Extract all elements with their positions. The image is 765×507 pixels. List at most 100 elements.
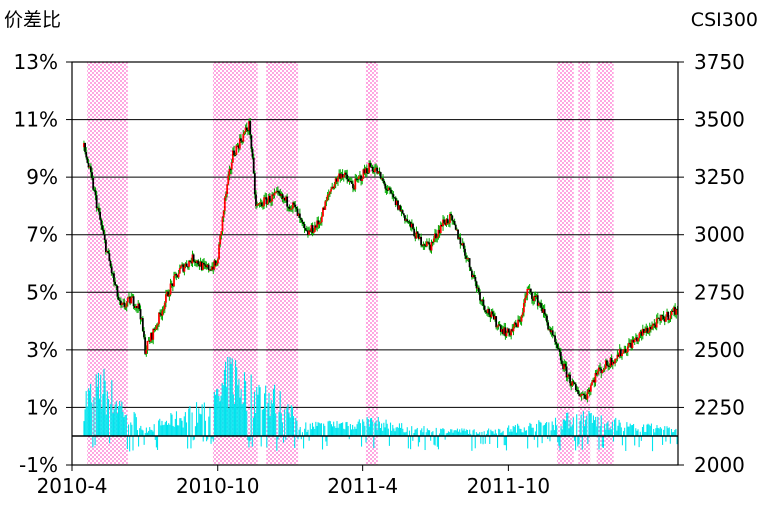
candle-483 — [640, 329, 643, 341]
candle-460 — [614, 358, 616, 367]
candle-184 — [295, 206, 298, 212]
candle-390 — [533, 291, 536, 305]
candle-286 — [413, 227, 416, 237]
candle-56 — [147, 337, 150, 342]
candle-505 — [666, 308, 668, 317]
candle-321 — [453, 218, 456, 226]
shaded-period-2 — [266, 62, 299, 465]
candle-115 — [215, 260, 218, 267]
right-tick-label: 2000 — [694, 453, 745, 477]
candle-14 — [99, 207, 102, 221]
candle-392 — [535, 293, 538, 300]
candle-112 — [212, 261, 215, 275]
candle-43 — [132, 294, 135, 310]
candle-240 — [360, 174, 362, 186]
candle-228 — [346, 169, 349, 184]
candle-457 — [610, 354, 613, 368]
candle-465 — [619, 347, 622, 359]
right-tick-label: 3500 — [694, 108, 745, 132]
candle-335 — [469, 266, 472, 272]
candle-497 — [656, 312, 659, 324]
candle-368 — [507, 328, 510, 337]
left-tick-label: 5% — [26, 280, 58, 304]
candle-190 — [302, 221, 305, 228]
candle-209 — [324, 200, 327, 210]
candle-72 — [166, 289, 168, 297]
candle-490 — [648, 322, 651, 336]
candle-226 — [343, 170, 346, 177]
candle-430 — [579, 393, 582, 397]
candle-189 — [301, 218, 304, 227]
candle-235 — [354, 173, 357, 192]
candle-324 — [457, 229, 459, 241]
candle-11 — [95, 191, 98, 212]
candle-222 — [339, 169, 342, 183]
candle-176 — [286, 193, 289, 212]
candle-443 — [594, 370, 597, 387]
candle-446 — [598, 365, 600, 375]
candle-488 — [646, 325, 649, 334]
candle-100 — [198, 261, 201, 270]
candle-248 — [369, 160, 372, 168]
candle-41 — [130, 292, 133, 304]
candle-456 — [609, 357, 612, 369]
candle-504 — [664, 314, 667, 322]
candle-194 — [307, 227, 309, 238]
candle-141 — [245, 122, 248, 132]
candle-271 — [395, 198, 398, 206]
candle-421 — [569, 371, 571, 387]
candle-197 — [310, 223, 313, 235]
candle-108 — [207, 262, 210, 273]
candle-499 — [659, 314, 662, 325]
candle-33 — [121, 302, 123, 308]
candle-343 — [479, 289, 481, 304]
x-tick-label: 2011-4 — [327, 474, 398, 498]
candle-125 — [227, 171, 230, 186]
candle-280 — [406, 214, 409, 224]
candle-134 — [237, 143, 240, 153]
candle-291 — [419, 236, 421, 239]
left-tick-label: 11% — [14, 108, 58, 132]
candle-403 — [548, 325, 551, 331]
candle-322 — [454, 223, 457, 231]
left-tick-label: 3% — [26, 338, 58, 362]
candle-342 — [477, 285, 480, 295]
candle-60 — [152, 328, 155, 345]
candle-101 — [199, 257, 202, 267]
candle-117 — [218, 242, 220, 260]
candle-412 — [558, 347, 561, 357]
candle-203 — [317, 216, 320, 229]
candle-65 — [158, 312, 160, 328]
candle-491 — [649, 324, 652, 333]
candle-330 — [464, 245, 466, 259]
candle-323 — [456, 227, 458, 231]
candle-407 — [552, 334, 555, 337]
candle-500 — [660, 314, 663, 323]
candle-206 — [320, 212, 323, 226]
candle-252 — [374, 164, 376, 177]
right-axis-title: CSI300 — [691, 9, 758, 31]
candle-69 — [162, 305, 165, 315]
candle-237 — [356, 176, 359, 183]
candle-253 — [375, 163, 377, 171]
candle-316 — [447, 220, 450, 227]
candle-447 — [599, 362, 601, 371]
candle-485 — [643, 328, 645, 335]
candle-177 — [287, 206, 290, 212]
candle-304 — [434, 228, 436, 243]
candle-380 — [521, 308, 524, 318]
candle-1 — [84, 142, 86, 155]
candle-23 — [109, 259, 112, 269]
candle-331 — [465, 252, 468, 263]
candle-384 — [526, 286, 529, 301]
candle-352 — [489, 312, 492, 323]
candle-219 — [335, 176, 338, 184]
candle-130 — [233, 145, 235, 157]
candle-187 — [298, 208, 301, 223]
candle-46 — [136, 306, 138, 314]
candle-484 — [641, 324, 644, 340]
candle-461 — [615, 358, 618, 363]
candle-409 — [555, 338, 558, 349]
candle-359 — [497, 321, 500, 330]
candle-315 — [446, 215, 449, 225]
